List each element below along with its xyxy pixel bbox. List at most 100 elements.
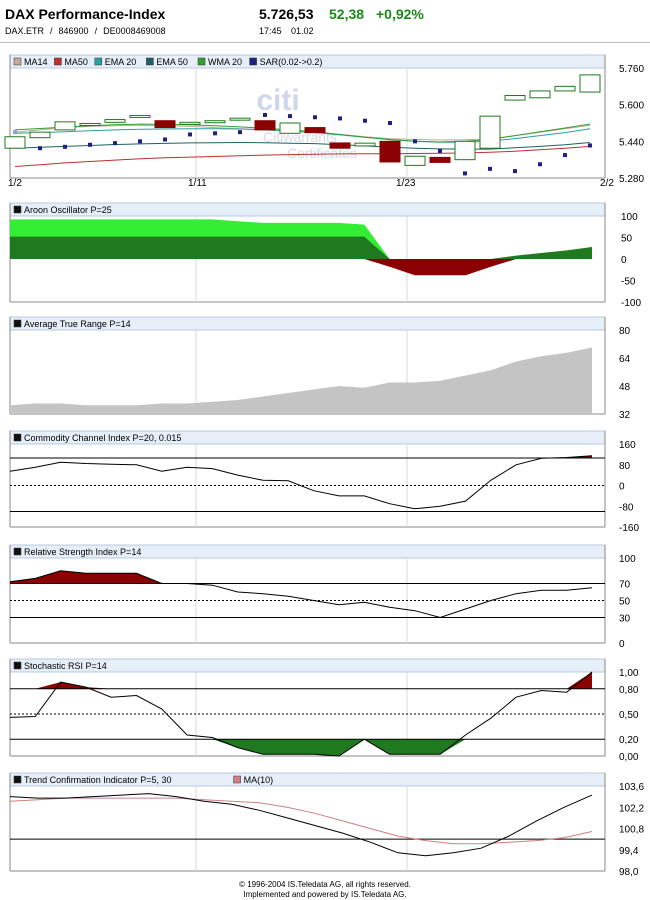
tci-y-tick-label: 102,2 <box>619 803 644 814</box>
tci-legend-label: Trend Confirmation Indicator P=5, 30 <box>24 775 172 785</box>
price-candle <box>79 122 101 126</box>
aroon-y-tick-label: 100 <box>621 212 638 223</box>
price-candle <box>429 156 451 163</box>
atr-y-tick-label: 48 <box>619 382 631 393</box>
price-x-tick-label: 1/11 <box>188 178 207 189</box>
price-sar-dot <box>538 162 542 167</box>
price-legend-swatch <box>94 57 103 66</box>
price-sar-dot <box>513 169 517 174</box>
price-sar-dot <box>138 139 142 144</box>
price-change-percent: +0,92% <box>376 6 424 22</box>
atr-legend-swatch <box>13 319 22 328</box>
rsi-y-tick-label: 50 <box>619 597 631 608</box>
price-sar-dot <box>163 137 167 142</box>
tci-legend-swatch <box>13 775 22 784</box>
tci-ma10-line <box>9 797 593 845</box>
price-sar-dot <box>588 143 592 148</box>
price-sar-dot <box>563 153 567 158</box>
rsi-line <box>9 570 593 619</box>
rsi-legend-swatch <box>13 547 22 556</box>
stochrsi-legend-swatch <box>13 661 22 670</box>
price-legend-swatch <box>54 57 62 66</box>
price-sar-dot <box>388 121 392 125</box>
price-sar-dot <box>113 141 117 146</box>
price-candle <box>379 140 401 163</box>
aroon-legend-label: Aroon Oscillator P=25 <box>24 205 112 215</box>
instrument-ids: DAX.ETR/846900/DE0008469008 <box>5 26 166 36</box>
last-price: 5.726,53 <box>259 6 314 22</box>
header-divider <box>0 42 650 43</box>
price-candle <box>554 85 576 92</box>
price-candle <box>4 136 26 149</box>
price-legend-label: EMA 20 <box>105 57 137 67</box>
price-x-tick-label: 1/23 <box>396 178 416 189</box>
stochrsi-y-tick-label: 0,50 <box>619 710 639 721</box>
price-sar-dot <box>338 116 342 121</box>
symbol: DAX.ETR <box>5 26 45 36</box>
atr-y-tick-label: 64 <box>619 354 631 365</box>
price-sar-dot <box>238 130 242 135</box>
price-candle <box>229 117 251 121</box>
rsi-legend-label: Relative Strength Index P=14 <box>24 547 141 557</box>
price-sar-dot <box>413 139 417 144</box>
price-candle <box>29 131 51 139</box>
price-candle <box>129 114 151 118</box>
aroon-y-tick-label: 0 <box>621 255 627 266</box>
price-ma50-line <box>14 145 591 167</box>
atr-legend-label: Average True Range P=14 <box>24 319 131 329</box>
price-legend-swatch <box>249 57 257 66</box>
cci-line <box>9 455 593 510</box>
price-legend-swatch <box>197 57 206 66</box>
stochrsi-oversold-area <box>10 739 592 756</box>
price-y-tick-label: 5.600 <box>619 101 644 112</box>
cci-y-tick-label: -160 <box>619 523 639 534</box>
cci-y-tick-label: 0 <box>619 482 625 493</box>
price-candle <box>204 120 226 124</box>
cci-y-tick-label: 160 <box>619 440 636 451</box>
price-x-tick-label: 1/2 <box>8 178 22 189</box>
rsi-y-tick-label: 70 <box>619 580 631 591</box>
tci-line <box>9 793 593 857</box>
price-y-tick-label: 5.440 <box>619 137 644 148</box>
atr-area <box>10 347 592 414</box>
rsi-y-tick-label: 100 <box>619 554 636 565</box>
price-legend-swatch <box>146 57 154 66</box>
price-candle <box>579 74 601 93</box>
atr-y-tick-label: 32 <box>619 410 631 421</box>
price-sar-dot <box>463 171 467 176</box>
price-legend-label: MA14 <box>24 57 48 67</box>
aroon-positive-area <box>10 236 592 259</box>
quote-time: 17:45 <box>259 26 282 36</box>
price-x-tick-label: 2/2 <box>600 178 614 189</box>
price-legend-label: MA50 <box>64 57 88 67</box>
stochrsi-y-tick-label: 0,20 <box>619 735 639 746</box>
copyright: © 1996-2004 IS.Teledata AG, all rights r… <box>0 880 650 900</box>
wkn: 846900 <box>58 26 89 36</box>
isin: DE0008469008 <box>103 26 166 36</box>
copyright-line: © 1996-2004 IS.Teledata AG, all rights r… <box>239 880 411 889</box>
price-candle <box>329 142 351 149</box>
price-candle <box>304 127 326 134</box>
price-sar-dot <box>488 166 492 171</box>
price-sar-dot <box>363 118 367 123</box>
stochrsi-y-tick-label: 1,00 <box>619 668 639 679</box>
price-sar-dot <box>263 112 267 117</box>
price-legend-label: EMA 50 <box>156 57 188 67</box>
tci-y-tick-label: 99,4 <box>619 846 639 857</box>
watermark-line2: Certificates <box>287 145 357 161</box>
price-candle <box>279 122 301 134</box>
rsi-overbought-area <box>10 570 592 584</box>
price-legend-swatch <box>13 57 22 66</box>
price-candle <box>454 140 476 161</box>
cci-legend-label: Commodity Channel Index P=20, 0.015 <box>24 433 181 443</box>
price-candle <box>479 115 501 149</box>
quote-date: 01.02 <box>291 26 314 36</box>
price-ema50-line <box>14 141 591 150</box>
stochrsi-overbought-area <box>10 672 592 689</box>
price-candle <box>104 119 126 123</box>
aroon-y-tick-label: -100 <box>621 298 641 309</box>
stochrsi-y-tick-label: 0,80 <box>619 685 639 696</box>
tci-y-tick-label: 100,8 <box>619 825 644 836</box>
price-candle <box>154 120 176 129</box>
rsi-y-tick-label: 0 <box>619 639 625 650</box>
